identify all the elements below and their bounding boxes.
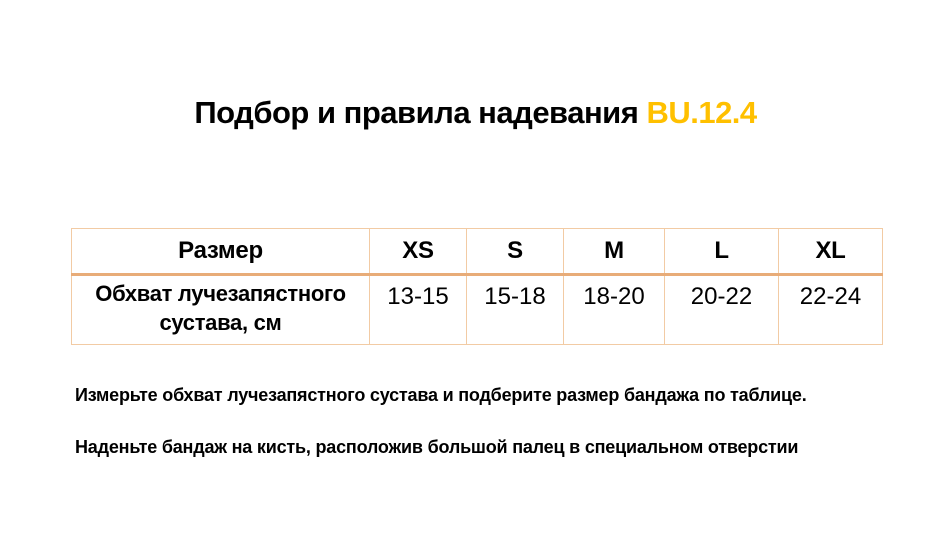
header-cell-l: L xyxy=(664,228,779,276)
header-cell-xl: XL xyxy=(778,228,883,276)
instruction-put-on: Наденьте бандаж на кисть, расположив бол… xyxy=(75,437,799,457)
product-code: BU.12.4 xyxy=(646,95,757,130)
header-cell-m: M xyxy=(563,228,665,276)
row-label-wrist-circumference: Обхват лучезапястного сустава, см xyxy=(71,274,370,345)
page-title: Подбор и правила надевания BU.12.4 xyxy=(0,95,951,131)
header-cell-s: S xyxy=(466,228,564,276)
table-row: Обхват лучезапястного сустава, см 13-15 … xyxy=(71,274,883,345)
instruction-measure: Измерьте обхват лучезапястного сустава и… xyxy=(75,385,807,405)
header-cell-xs: XS xyxy=(369,228,467,276)
header-cell-size: Размер xyxy=(71,228,370,276)
value-cell-xs: 13-15 xyxy=(369,274,467,345)
value-cell-l: 20-22 xyxy=(664,274,779,345)
value-cell-xl: 22-24 xyxy=(778,274,883,345)
size-selection-table: Размер XS S M L XL Обхват лучезапястного… xyxy=(71,228,883,345)
value-cell-m: 18-20 xyxy=(563,274,665,345)
value-cell-s: 15-18 xyxy=(466,274,564,345)
table-header-row: Размер XS S M L XL xyxy=(71,228,883,276)
page-title-text: Подбор и правила надевания xyxy=(194,95,647,130)
